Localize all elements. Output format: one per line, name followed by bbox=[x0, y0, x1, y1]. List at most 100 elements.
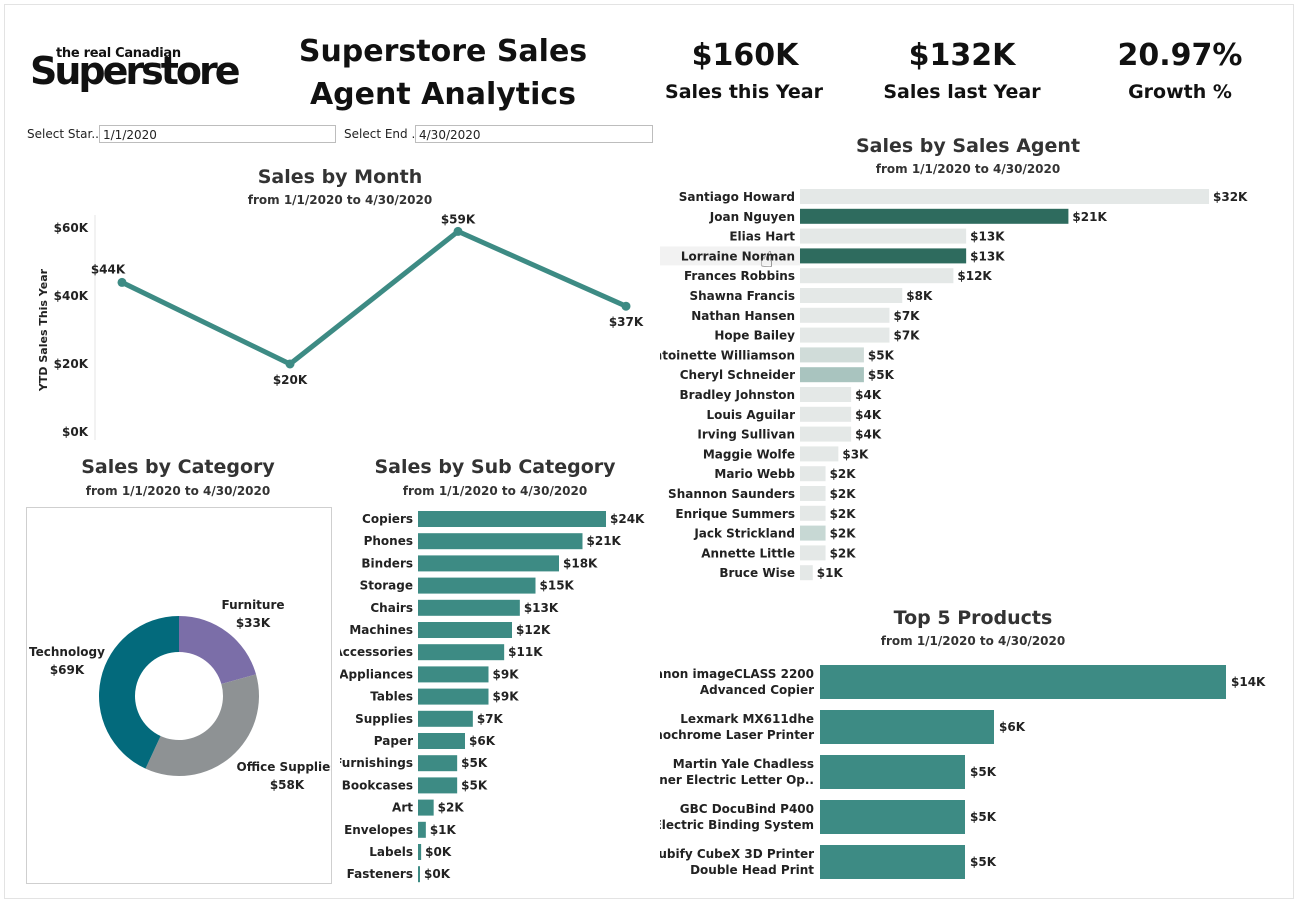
sales-line bbox=[120, 228, 628, 367]
start-date-label: Select Star... bbox=[27, 127, 103, 141]
line-point bbox=[285, 359, 295, 369]
agent-value: $4K bbox=[855, 408, 882, 422]
agent-label: Louis Aguilar bbox=[706, 408, 795, 422]
dashboard-frame bbox=[4, 4, 1294, 899]
subcategory-label: Envelopes bbox=[344, 823, 413, 837]
agent-bar bbox=[800, 466, 826, 482]
pie-slice-value: $58K bbox=[270, 778, 305, 792]
kpi-sales-this-year-value: $160K bbox=[691, 38, 799, 73]
subcategory-bar bbox=[418, 622, 512, 638]
subcategory-label: Supplies bbox=[355, 712, 413, 726]
agent-label: Jack Strickland bbox=[693, 527, 795, 541]
product-label-line1: GBC DocuBind P400 bbox=[680, 802, 814, 816]
agent-label: Lorraine Norman bbox=[681, 249, 795, 263]
subcategory-label: Art bbox=[392, 801, 413, 815]
subcategory-value: $0K bbox=[424, 867, 451, 881]
agent-value: $2K bbox=[830, 467, 857, 481]
subcategory-value: $5K bbox=[461, 756, 488, 770]
agent-bar bbox=[800, 288, 903, 303]
subcategory-label: Labels bbox=[369, 845, 413, 859]
subcategory-bar bbox=[418, 710, 473, 727]
category-chart-box bbox=[26, 507, 332, 884]
category-chart-subtitle: from 1/1/2020 to 4/30/2020 bbox=[85, 484, 271, 498]
agent-bar bbox=[800, 545, 826, 561]
line-point bbox=[117, 277, 127, 287]
products-chart-title: Top 5 Products bbox=[893, 607, 1053, 629]
sales-by-agent-chart: Santiago Howard $32K Joan Nguyen $21K Elias … bbox=[660, 189, 1248, 581]
agent-value: $3K bbox=[842, 447, 869, 461]
subcategory-bar bbox=[418, 733, 465, 749]
agent-label: Annette Little bbox=[701, 546, 795, 560]
agent-bar bbox=[800, 406, 852, 422]
subcategory-label: Furnishings bbox=[340, 756, 413, 770]
pie-slice-technology bbox=[98, 616, 179, 769]
subcategory-bar bbox=[418, 577, 536, 594]
agent-bar bbox=[800, 268, 954, 284]
product-label-line2: Electric Binding System bbox=[660, 818, 814, 832]
agent-chart-title: Sales by Sales Agent bbox=[855, 135, 1081, 157]
subcategory-label: Chairs bbox=[370, 601, 413, 615]
subcategory-label: Storage bbox=[360, 579, 413, 593]
y-tick-label: $20K bbox=[54, 357, 89, 371]
agent-value: $12K bbox=[957, 269, 992, 283]
product-label-line2: Double Head Print bbox=[690, 863, 814, 877]
agent-bar bbox=[800, 387, 852, 402]
agent-value: $5K bbox=[868, 368, 895, 382]
subcategory-value: $6K bbox=[469, 734, 496, 748]
end-date-input[interactable]: 4/30/2020 bbox=[415, 125, 653, 143]
subcategory-value: $9K bbox=[493, 690, 520, 704]
subcategory-label: Appliances bbox=[340, 667, 413, 681]
agent-label: Frances Robbins bbox=[684, 269, 795, 283]
agent-value: $7K bbox=[893, 309, 920, 323]
agent-value: $5K bbox=[868, 348, 895, 362]
agent-label: Antoinette Williamson bbox=[660, 348, 795, 362]
agent-value: $2K bbox=[830, 507, 857, 521]
start-date-input[interactable]: 1/1/2020 bbox=[99, 125, 336, 143]
product-value: $5K bbox=[970, 765, 997, 779]
subcategory-label: Tables bbox=[370, 690, 413, 704]
subcategory-bar bbox=[418, 511, 606, 527]
subcategory-label: Bookcases bbox=[342, 778, 413, 792]
agent-chart-subtitle: from 1/1/2020 to 4/30/2020 bbox=[875, 162, 1061, 176]
agent-label: Elias Hart bbox=[729, 230, 795, 244]
subcategory-bar bbox=[418, 755, 458, 772]
product-bar bbox=[820, 800, 965, 834]
subcategory-label: Copiers bbox=[362, 512, 413, 526]
agent-label: Shannon Saunders bbox=[668, 487, 795, 501]
subcategory-bar bbox=[418, 821, 426, 838]
product-value: $5K bbox=[970, 810, 997, 824]
agent-label: Maggie Wolfe bbox=[703, 447, 795, 461]
agent-value: $32K bbox=[1213, 190, 1248, 204]
products-chart-subtitle: from 1/1/2020 to 4/30/2020 bbox=[880, 634, 1066, 648]
product-bar bbox=[820, 710, 994, 744]
subcategory-label: Phones bbox=[364, 534, 413, 548]
product-value: $6K bbox=[999, 720, 1026, 734]
subcategory-value: $13K bbox=[524, 601, 559, 615]
agent-bar bbox=[800, 525, 826, 541]
pie-slice-value: $69K bbox=[50, 663, 85, 677]
pie-slice-value: $33K bbox=[236, 616, 271, 630]
superstore-logo: Superstore bbox=[30, 49, 241, 93]
agent-label: Enrique Summers bbox=[675, 507, 795, 521]
pie-slice-name: Furniture bbox=[221, 598, 284, 612]
agent-label: Hope Bailey bbox=[714, 329, 795, 343]
kpi-growth-value: 20.97% bbox=[1117, 38, 1243, 73]
subcategory-label: Binders bbox=[361, 556, 413, 570]
agent-bar bbox=[800, 347, 864, 363]
product-label-line2: Advanced Copier bbox=[700, 683, 814, 697]
agent-label: Bradley Johnston bbox=[680, 388, 795, 402]
agent-bar bbox=[800, 307, 890, 323]
product-label-line1: Martin Yale Chadless bbox=[673, 757, 814, 771]
product-label-line2: Opener Electric Letter Op.. bbox=[660, 773, 814, 787]
agent-label: Cheryl Schneider bbox=[680, 368, 795, 382]
product-label-line1: Lexmark MX611dhe bbox=[680, 712, 814, 726]
agent-bar bbox=[800, 189, 1209, 204]
agent-bar bbox=[800, 367, 864, 383]
agent-bar bbox=[800, 505, 826, 521]
subcategory-value: $24K bbox=[610, 512, 645, 526]
agent-value: $13K bbox=[970, 230, 1005, 244]
subcategory-value: $18K bbox=[563, 556, 598, 570]
agent-bar bbox=[800, 327, 890, 343]
subcategory-label: Machines bbox=[349, 623, 413, 637]
y-axis-label: YTD Sales This Year bbox=[37, 268, 50, 392]
